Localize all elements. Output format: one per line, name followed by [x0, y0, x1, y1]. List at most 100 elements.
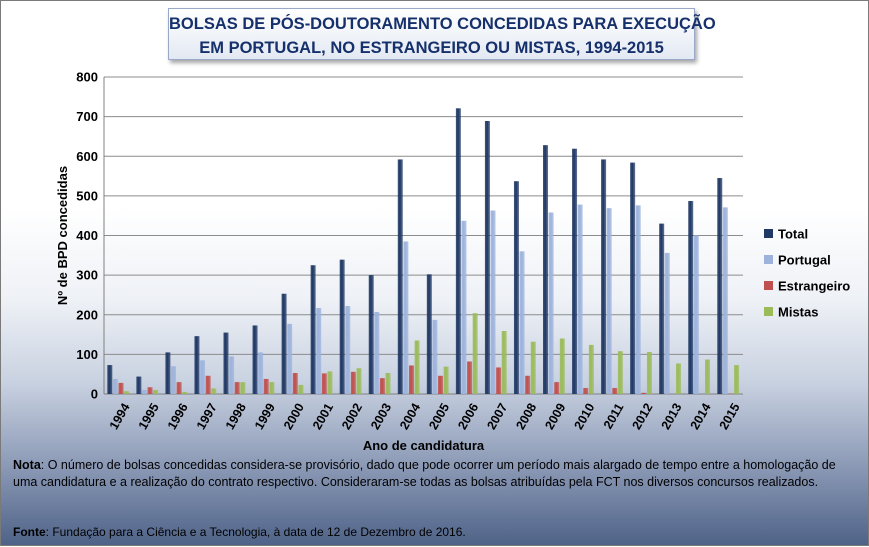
y-tick-label: 700 [76, 109, 98, 124]
bar-portugal-1995 [142, 390, 147, 394]
bar-mistas-2002 [356, 368, 361, 394]
bar-portugal-1996 [171, 366, 176, 394]
note-text: Nota: O número de bolsas concedidas cons… [13, 457, 853, 491]
x-tick-label: 2003 [368, 401, 394, 432]
bar-total-2008 [514, 181, 519, 394]
bar-total-2007 [485, 121, 490, 394]
bar-total-2012 [630, 163, 635, 394]
x-tick-label: 1995 [136, 401, 162, 432]
x-tick-label: 2015 [717, 401, 743, 432]
x-tick-label: 1999 [252, 401, 278, 432]
bar-mistas-1995 [153, 390, 158, 394]
bar-estrangeiro-1995 [148, 387, 153, 394]
bar-portugal-2013 [665, 253, 670, 394]
bar-estrangeiro-2008 [525, 376, 530, 394]
bar-mistas-2007 [502, 331, 507, 394]
bar-portugal-2014 [694, 236, 699, 395]
bar-total-2002 [340, 260, 345, 394]
bar-mistas-1998 [240, 382, 245, 394]
y-tick-label: 500 [76, 188, 98, 203]
bar-mistas-1999 [269, 382, 274, 394]
bar-estrangeiro-1998 [235, 382, 240, 394]
bar-estrangeiro-2010 [583, 388, 588, 394]
bar-portugal-2015 [723, 207, 728, 394]
x-tick-label: 2000 [281, 401, 307, 432]
note-body: : O número de bolsas concedidas consider… [13, 458, 836, 489]
bar-total-2013 [659, 224, 664, 394]
bar-portugal-2003 [374, 312, 379, 394]
bar-portugal-2005 [432, 320, 437, 394]
y-tick-label: 100 [76, 347, 98, 362]
x-tick-label: 2013 [659, 401, 685, 432]
bar-estrangeiro-2007 [496, 367, 501, 394]
source-body: : Fundação para a Ciência e a Tecnologia… [46, 525, 466, 539]
x-tick-label: 2004 [397, 401, 423, 432]
x-tick-label: 2008 [513, 401, 539, 432]
bar-total-2001 [311, 265, 316, 394]
x-tick-label: 2011 [601, 401, 627, 432]
legend-label-portugal: Portugal [778, 253, 831, 268]
y-axis-title: Nº de BPD concedidas [55, 166, 70, 305]
bar-portugal-2012 [636, 205, 641, 394]
bar-portugal-2000 [287, 324, 292, 394]
bar-portugal-2001 [316, 308, 321, 394]
x-tick-label: 2002 [339, 401, 365, 432]
bar-mistas-1994 [124, 391, 129, 394]
legend-label-total: Total [778, 227, 808, 242]
bar-mistas-1997 [211, 388, 216, 394]
bar-total-2004 [398, 159, 403, 394]
x-tick-label: 2006 [455, 401, 481, 432]
legend-label-mistas: Mistas [778, 305, 818, 320]
bar-portugal-2011 [607, 208, 612, 394]
bar-estrangeiro-2004 [409, 365, 414, 394]
bar-mistas-1996 [182, 392, 187, 394]
x-tick-label: 1997 [194, 401, 220, 432]
source-text: Fonte: Fundação para a Ciência e a Tecno… [13, 525, 466, 539]
x-tick-label: 1996 [165, 401, 191, 432]
bar-mistas-2001 [327, 371, 332, 394]
bar-portugal-2008 [520, 251, 525, 394]
bar-estrangeiro-2002 [351, 372, 356, 394]
bar-total-1996 [165, 352, 170, 394]
x-tick-label: 2010 [571, 401, 597, 432]
bar-estrangeiro-2000 [293, 373, 298, 394]
bar-portugal-2006 [461, 221, 466, 394]
y-tick-label: 200 [76, 307, 98, 322]
bar-estrangeiro-2003 [380, 378, 385, 394]
x-tick-label: 2005 [426, 401, 452, 432]
bar-mistas-2008 [531, 342, 536, 394]
bar-total-1994 [107, 365, 112, 394]
bar-estrangeiro-2006 [467, 362, 472, 394]
bar-mistas-2003 [386, 373, 391, 394]
bar-mistas-2012 [647, 352, 652, 394]
y-tick-label: 300 [76, 268, 98, 283]
bar-estrangeiro-2009 [554, 382, 559, 394]
source-label: Fonte [13, 525, 46, 539]
bar-estrangeiro-1994 [119, 383, 124, 394]
bar-total-2006 [456, 108, 461, 394]
x-tick-label: 2009 [542, 401, 568, 432]
bar-portugal-2010 [578, 205, 583, 394]
bar-portugal-2009 [549, 213, 554, 394]
bar-total-1998 [224, 333, 229, 394]
bar-total-1995 [136, 377, 141, 394]
bar-portugal-1999 [258, 352, 263, 394]
bar-portugal-2002 [345, 306, 350, 394]
y-tick-label: 800 [76, 70, 98, 85]
legend-swatch-total [764, 229, 773, 238]
bar-estrangeiro-2005 [438, 376, 443, 394]
bar-mistas-2011 [618, 351, 623, 394]
bar-total-2010 [572, 149, 577, 394]
bar-estrangeiro-2001 [322, 373, 327, 394]
x-tick-label: 1994 [107, 401, 133, 432]
bar-mistas-2006 [473, 313, 478, 394]
x-tick-label: 2012 [630, 401, 656, 432]
bar-estrangeiro-2011 [612, 388, 617, 394]
bar-portugal-2004 [403, 241, 408, 394]
x-tick-label: 1998 [223, 401, 249, 432]
x-tick-label: 2001 [310, 401, 336, 432]
bar-mistas-2010 [589, 345, 594, 394]
bar-total-2005 [427, 274, 432, 394]
note-label: Nota [13, 458, 41, 472]
bar-total-1999 [253, 325, 258, 394]
